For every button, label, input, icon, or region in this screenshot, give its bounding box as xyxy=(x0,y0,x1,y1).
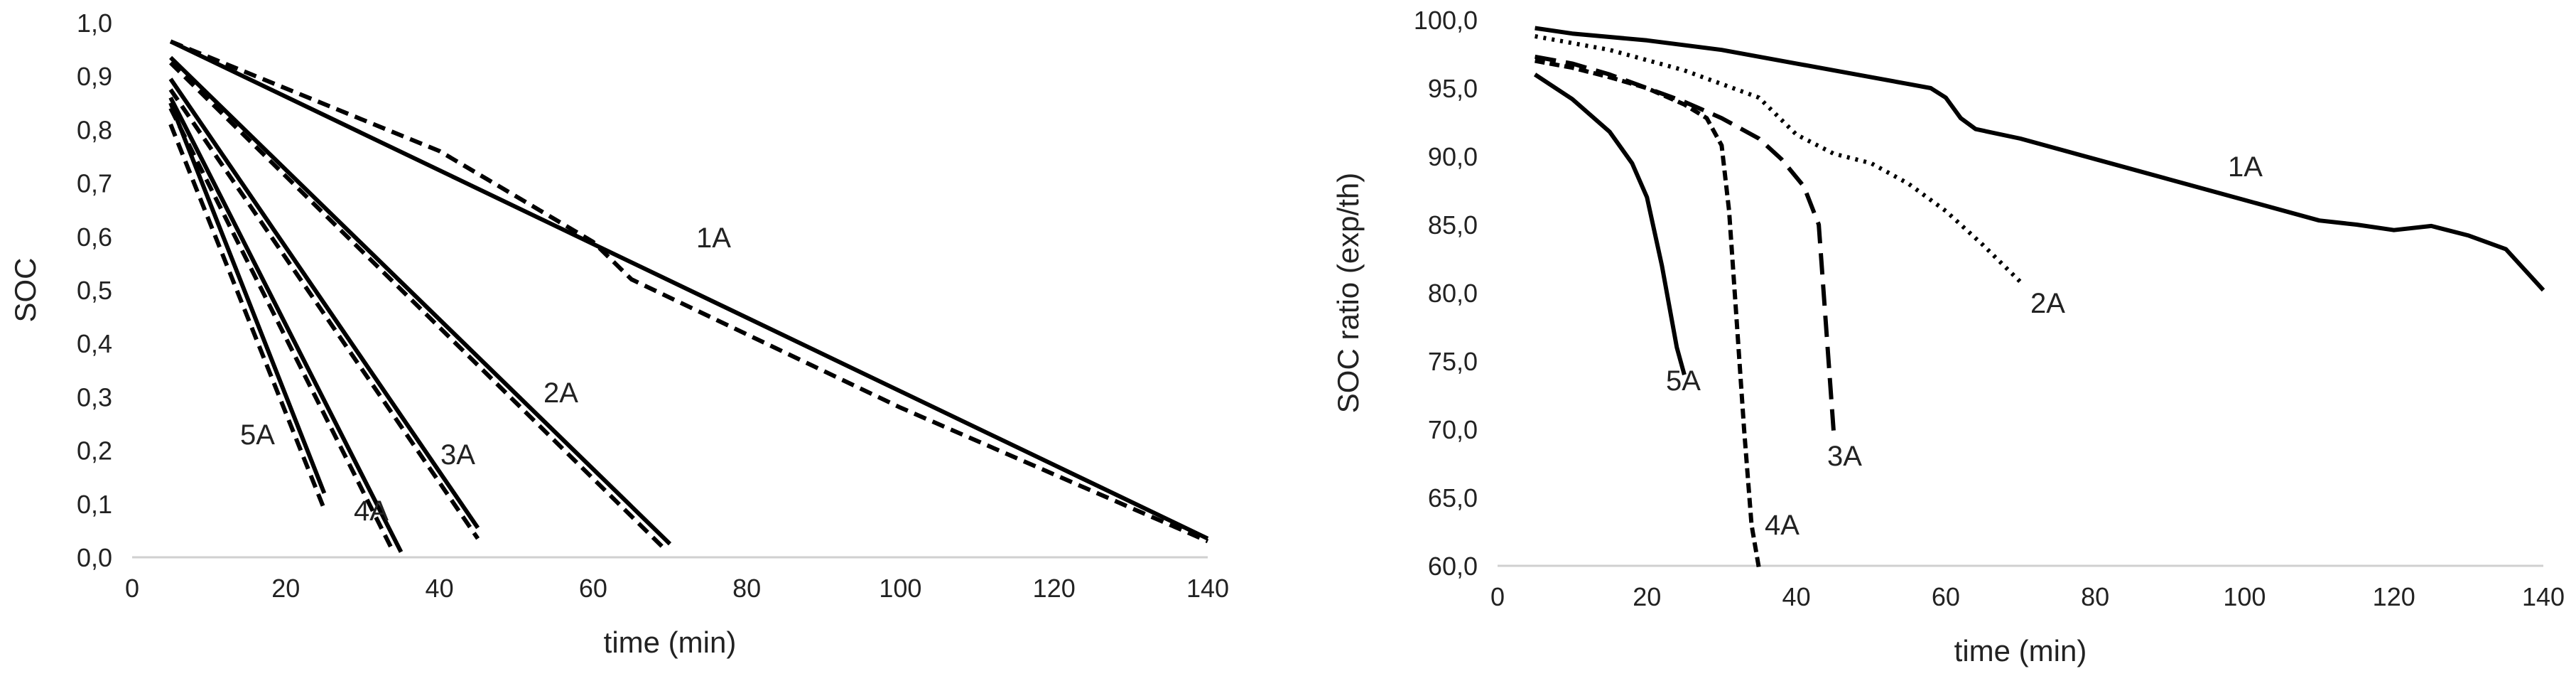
y-tick-label: 85,0 xyxy=(1428,210,1478,240)
soc-chart-svg: 0 20 40 60 80 100 120 140 0,0 0,1 0,2 0,3 0,4 0,5 0,6 0… xyxy=(9,9,1229,659)
series-label-1a: 1A xyxy=(2228,151,2263,183)
series-line-1a-solid xyxy=(169,39,1209,541)
series-label-5a: 5A xyxy=(1666,365,1701,397)
series-label-3a: 3A xyxy=(1827,441,1862,472)
x-tick-label: 20 xyxy=(271,574,300,603)
series-label-3a: 3A xyxy=(440,439,475,471)
series-label-2a: 2A xyxy=(543,377,578,409)
y-axis-title: SOC xyxy=(9,257,42,322)
x-tick-label: 20 xyxy=(1633,582,1661,611)
y-tick-label: 65,0 xyxy=(1428,483,1478,513)
x-tick-label: 0 xyxy=(1490,582,1505,611)
series-line-1a-dashed xyxy=(169,39,1209,544)
y-tick-label: 0,1 xyxy=(77,490,112,519)
y-tick-label: 0,5 xyxy=(77,276,112,305)
y-tick-label: 0,7 xyxy=(77,169,112,198)
series-line-4a-solid xyxy=(168,96,404,553)
y-tick-label: 60,0 xyxy=(1428,552,1478,581)
x-tick-label: 100 xyxy=(879,574,921,603)
x-tick-label: 60 xyxy=(579,574,607,603)
y-tick-label: 0,9 xyxy=(77,62,112,91)
series-line-5a-dashed xyxy=(168,123,327,510)
soc-ratio-chart: 0 20 40 60 80 100 120 140 60,0 65,0 70,0 75,0 80,0 85… xyxy=(1307,0,2576,672)
y-tick-label: 75,0 xyxy=(1428,347,1478,376)
y-tick-label: 0,0 xyxy=(77,543,112,572)
series-label-2a: 2A xyxy=(2030,288,2065,319)
y-tick-label: 0,2 xyxy=(77,436,112,466)
series-line-4a-dashed xyxy=(168,107,396,553)
series-label-1a: 1A xyxy=(696,222,731,254)
x-axis-title: time (min) xyxy=(604,626,737,659)
y-tick-label: 90,0 xyxy=(1428,142,1478,171)
series-line-2a-dotted xyxy=(1535,34,2023,284)
y-tick-label: 80,0 xyxy=(1428,279,1478,308)
soc-ratio-chart-svg: 0 20 40 60 80 100 120 140 60,0 65,0 70,0 75,0 80,0 85… xyxy=(1331,6,2565,667)
x-tick-label: 140 xyxy=(2522,582,2565,611)
y-tick-label: 95,0 xyxy=(1428,74,1478,103)
y-tick-label: 0,8 xyxy=(77,115,112,144)
y-tick-label: 100,0 xyxy=(1414,6,1478,35)
series-label-5a: 5A xyxy=(240,419,275,451)
x-tick-label: 120 xyxy=(1033,574,1076,603)
series-line-4a-dashed-short xyxy=(1535,58,1761,569)
series-line-2a-dashed xyxy=(168,61,664,549)
soc-chart: 0 20 40 60 80 100 120 140 0,0 0,1 0,2 0,3 0,4 0,5 0,6 0… xyxy=(0,0,1265,672)
series-line-5a-solid xyxy=(168,102,327,494)
y-tick-label: 0,6 xyxy=(77,222,112,252)
series-line-3a-dashed xyxy=(168,88,480,540)
y-tick-label: 0,3 xyxy=(77,382,112,412)
x-tick-label: 120 xyxy=(2373,582,2415,611)
series-line-3a-solid xyxy=(168,77,480,530)
x-tick-label: 0 xyxy=(125,574,139,603)
series-label-4a: 4A xyxy=(354,495,389,527)
x-tick-label: 40 xyxy=(426,574,454,603)
y-axis-title: SOC ratio (exp/th) xyxy=(1331,173,1365,413)
x-tick-label: 80 xyxy=(732,574,761,603)
y-tick-label: 1,0 xyxy=(77,9,112,38)
x-tick-label: 100 xyxy=(2223,582,2266,611)
x-tick-label: 60 xyxy=(1932,582,1960,611)
y-tick-label: 70,0 xyxy=(1428,415,1478,444)
x-tick-label: 140 xyxy=(1186,574,1229,603)
series-line-2a-solid xyxy=(169,55,672,546)
x-axis-title: time (min) xyxy=(1954,634,2087,667)
x-tick-label: 40 xyxy=(1782,582,1811,611)
series-line-1a-solid xyxy=(1535,26,2545,292)
series-line-3a-dashed-long xyxy=(1535,54,1836,433)
series-label-4a: 4A xyxy=(1765,510,1800,541)
y-tick-label: 0,4 xyxy=(77,329,112,358)
series-line-5a-solid xyxy=(1533,73,1687,375)
x-tick-label: 80 xyxy=(2081,582,2109,611)
